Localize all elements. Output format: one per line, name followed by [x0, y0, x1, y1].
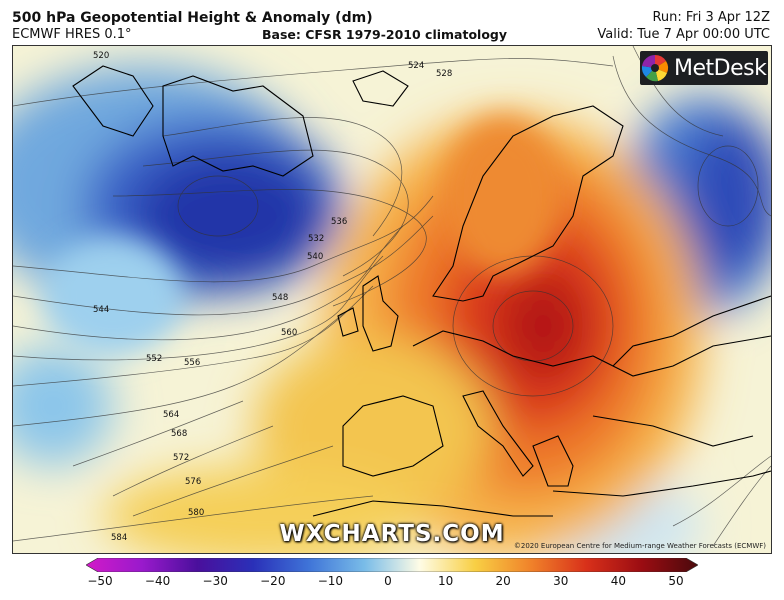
anomaly-colorbar — [86, 558, 698, 572]
chart-title: 500 hPa Geopotential Height & Anomaly (d… — [12, 10, 373, 26]
colorbar-tick: 30 — [553, 574, 569, 588]
svg-text:548: 548 — [272, 293, 288, 303]
copyright-notice: ©2020 European Centre for Medium-range W… — [513, 542, 766, 550]
colorbar-tick: −10 — [317, 574, 344, 588]
metdesk-logo-text: MetDesk — [674, 55, 767, 81]
svg-text:536: 536 — [331, 217, 347, 227]
model-label: ECMWF HRES 0.1° — [12, 27, 132, 42]
svg-text:572: 572 — [173, 453, 189, 463]
anomaly-map: 520 524 528 532 536 540 544 548 552 556 … — [13, 46, 771, 553]
height-contours — [13, 46, 771, 547]
colorbar-tick: 40 — [610, 574, 627, 588]
wxcharts-watermark: WXCHARTS.COM — [279, 521, 505, 547]
colorbar-tick: −50 — [87, 574, 113, 588]
svg-text:552: 552 — [146, 354, 162, 364]
colorbar-tick: 10 — [437, 574, 454, 588]
svg-text:568: 568 — [171, 429, 187, 439]
svg-text:524: 524 — [408, 61, 424, 71]
svg-text:532: 532 — [308, 234, 324, 244]
svg-text:576: 576 — [185, 477, 201, 487]
svg-text:584: 584 — [111, 533, 127, 543]
colorbar-tick: 0 — [384, 574, 392, 588]
valid-time: Valid: Tue 7 Apr 00:00 UTC — [597, 27, 770, 42]
colorbar-tick: −40 — [144, 574, 171, 588]
svg-text:544: 544 — [93, 305, 109, 315]
metdesk-logo-icon — [641, 54, 669, 82]
colorbar-tick: 20 — [495, 574, 511, 588]
colorbar-tick: −20 — [260, 574, 286, 588]
svg-text:560: 560 — [281, 328, 297, 338]
contour-labels: 520 524 528 532 536 540 544 548 552 556 … — [93, 51, 452, 543]
map-panel: 520 524 528 532 536 540 544 548 552 556 … — [12, 45, 772, 554]
metdesk-logo: MetDesk — [640, 51, 768, 85]
svg-text:564: 564 — [163, 410, 179, 420]
coastlines — [72, 65, 771, 517]
base-climatology-label: Base: CFSR 1979-2010 climatology — [262, 27, 508, 42]
colorbar-tick: 50 — [668, 574, 684, 588]
svg-text:580: 580 — [188, 508, 204, 518]
run-time: Run: Fri 3 Apr 12Z — [652, 10, 770, 25]
colorbar-tick: −30 — [202, 574, 228, 588]
svg-text:528: 528 — [436, 69, 452, 79]
svg-text:520: 520 — [93, 51, 109, 61]
svg-text:556: 556 — [184, 358, 200, 368]
svg-text:540: 540 — [307, 252, 323, 262]
